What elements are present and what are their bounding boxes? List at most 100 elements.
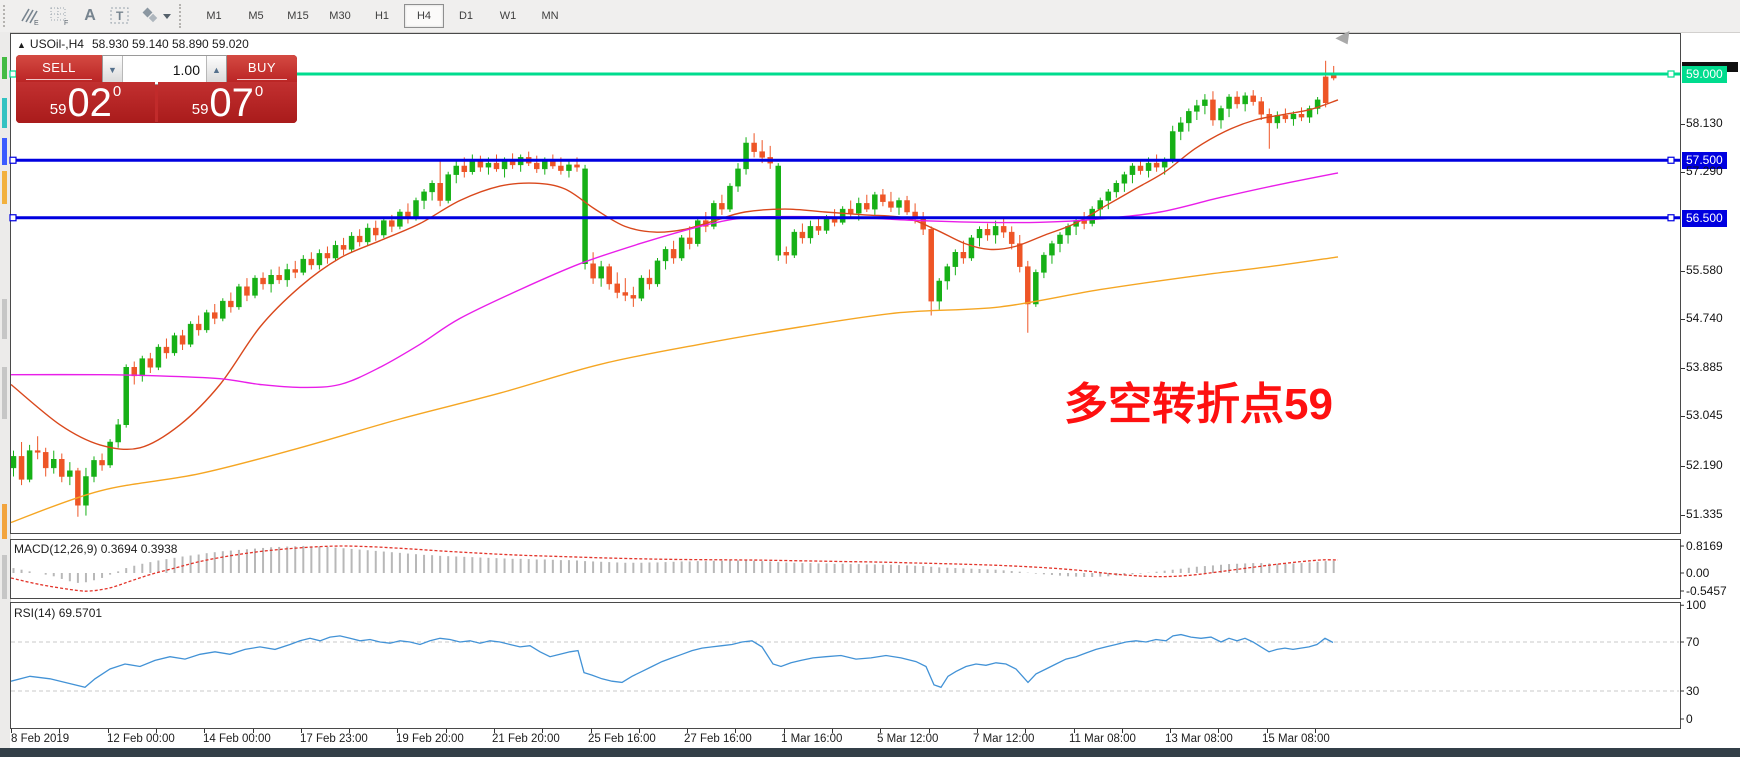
macd-values: 0.3694 0.3938 bbox=[100, 542, 178, 556]
buy-button[interactable]: BUY bbox=[227, 55, 297, 82]
dock-marker bbox=[2, 299, 7, 339]
time-tick bbox=[494, 729, 495, 733]
time-tick bbox=[880, 729, 881, 733]
time-tick bbox=[301, 729, 302, 733]
timeframe-button-mn[interactable]: MN bbox=[541, 10, 559, 22]
time-tick bbox=[11, 729, 12, 733]
time-tick bbox=[977, 729, 978, 733]
expert-advisors-icon[interactable]: E bbox=[15, 3, 45, 29]
collapse-triangle-icon[interactable]: ▲ bbox=[17, 40, 26, 50]
macd-axis-label: 0.8169 bbox=[1686, 539, 1723, 554]
rsi-axis-label: 100 bbox=[1686, 598, 1707, 613]
time-tick bbox=[1025, 729, 1026, 733]
volume-up-button[interactable]: ▲ bbox=[206, 56, 226, 84]
dock-marker bbox=[2, 504, 7, 539]
buy-price[interactable]: 59 07 0 bbox=[158, 82, 297, 123]
price-tick bbox=[1681, 514, 1685, 516]
price-tick bbox=[1681, 270, 1685, 272]
timeframe-button-h4[interactable]: H4 bbox=[404, 4, 444, 28]
price-tick bbox=[1681, 318, 1685, 320]
timeframe-button-m30[interactable]: M30 bbox=[329, 10, 351, 22]
macd-axis-label: -0.5457 bbox=[1686, 584, 1727, 598]
time-tick bbox=[108, 729, 109, 733]
price-tick bbox=[1681, 416, 1685, 418]
chart-annotation-text: 多空转折点59 bbox=[1064, 380, 1333, 429]
macd-panel[interactable] bbox=[10, 539, 1681, 599]
time-axis bbox=[10, 729, 1681, 748]
dock-marker bbox=[2, 98, 7, 128]
time-axis-label: 15 Mar 08:00 bbox=[1262, 733, 1330, 745]
price-axis-label: 53.885 bbox=[1686, 360, 1723, 375]
time-axis-label: 14 Feb 00:00 bbox=[203, 733, 271, 745]
rsi-panel[interactable] bbox=[10, 602, 1681, 729]
time-tick bbox=[639, 729, 640, 733]
time-tick bbox=[349, 729, 350, 733]
time-tick bbox=[591, 729, 592, 733]
rsi-axis-label: 30 bbox=[1686, 684, 1700, 698]
price-axis-label: 53.045 bbox=[1686, 408, 1723, 423]
rsi-axis-label: 0 bbox=[1686, 712, 1693, 726]
svg-text:F: F bbox=[64, 20, 68, 26]
timeframe-group: M1 M5 M15 M30 H1 H4 D1 W1 MN bbox=[193, 4, 571, 28]
time-tick bbox=[1218, 729, 1219, 733]
dock-marker bbox=[2, 138, 7, 165]
price-axis-column bbox=[1681, 33, 1740, 748]
text-box-icon[interactable]: T bbox=[105, 3, 135, 29]
dock-marker bbox=[2, 57, 7, 79]
time-tick bbox=[687, 729, 688, 733]
time-axis-label: 1 Mar 16:00 bbox=[781, 733, 843, 745]
price-axis-label: 54.740 bbox=[1686, 310, 1723, 325]
timeframe-button-m15[interactable]: M15 bbox=[287, 10, 309, 22]
time-tick bbox=[1315, 729, 1316, 733]
time-tick bbox=[253, 729, 254, 733]
price-tick bbox=[1681, 465, 1685, 467]
time-axis-label: 11 Mar 08:00 bbox=[1069, 733, 1136, 745]
time-tick bbox=[156, 729, 157, 733]
time-tick bbox=[1170, 729, 1171, 733]
price-tick bbox=[1681, 368, 1685, 370]
price-axis-label: 57.500 bbox=[1682, 152, 1727, 170]
svg-text:T: T bbox=[116, 9, 124, 23]
time-axis-label: 12 Feb 00:00 bbox=[107, 733, 175, 745]
grid-snap-icon[interactable]: F bbox=[45, 3, 75, 29]
toolbar-separator bbox=[179, 4, 189, 28]
timeframe-button-d1[interactable]: D1 bbox=[458, 10, 474, 22]
price-axis-label: 56.500 bbox=[1682, 209, 1727, 227]
time-axis-label: 13 Mar 08:00 bbox=[1165, 733, 1233, 745]
time-axis-label: 5 Mar 12:00 bbox=[877, 733, 939, 745]
price-axis-label: 52.190 bbox=[1686, 457, 1723, 472]
rsi-axis-label: 70 bbox=[1686, 635, 1700, 649]
rsi-value: 69.5701 bbox=[58, 606, 103, 620]
timeframe-button-m1[interactable]: M1 bbox=[206, 10, 222, 22]
timeframe-button-m5[interactable]: M5 bbox=[248, 10, 264, 22]
time-axis-label: 17 Feb 23:00 bbox=[300, 733, 368, 745]
sell-price[interactable]: 59 02 0 bbox=[16, 82, 155, 123]
volume-value[interactable]: 1.00 bbox=[172, 62, 200, 78]
volume-down-button[interactable]: ▼ bbox=[103, 56, 123, 84]
chart-title: ▲ USOil-,H4 58.930 59.140 58.890 59.020 bbox=[17, 37, 249, 51]
sell-button[interactable]: SELL bbox=[16, 55, 102, 82]
toolbar: E F A T M1 M5 M15 M30 H1 H4 D1 W1 MN bbox=[0, 0, 1740, 33]
price-axis-label: 55.580 bbox=[1686, 262, 1723, 277]
macd-axis-label: 0.00 bbox=[1686, 566, 1710, 580]
time-axis-label: 7 Mar 12:00 bbox=[973, 733, 1035, 745]
macd-label: MACD(12,26,9) 0.3694 0.3938 bbox=[14, 542, 178, 556]
svg-text:E: E bbox=[34, 20, 39, 26]
timeframe-button-w1[interactable]: W1 bbox=[499, 10, 517, 22]
rsi-label: RSI(14) 69.5701 bbox=[14, 606, 103, 620]
toolbar-grip[interactable] bbox=[3, 5, 11, 27]
dock-marker bbox=[2, 555, 7, 599]
time-tick bbox=[446, 729, 447, 733]
timeframe-button-h1[interactable]: H1 bbox=[374, 10, 390, 22]
one-click-trade-panel: SELL ▼ 1.00 ▲ BUY 59 02 0 59 07 0 bbox=[16, 55, 297, 123]
time-tick bbox=[397, 729, 398, 733]
time-tick bbox=[59, 729, 60, 733]
price-axis-label: 58.130 bbox=[1686, 116, 1723, 131]
bottom-bar bbox=[0, 748, 1740, 757]
time-axis-label: 21 Feb 20:00 bbox=[492, 733, 560, 745]
time-tick bbox=[204, 729, 205, 733]
text-label-icon[interactable]: A bbox=[84, 7, 96, 24]
cursor-arrows-icon[interactable] bbox=[135, 3, 175, 29]
time-tick bbox=[542, 729, 543, 733]
price-tick bbox=[1681, 172, 1685, 174]
